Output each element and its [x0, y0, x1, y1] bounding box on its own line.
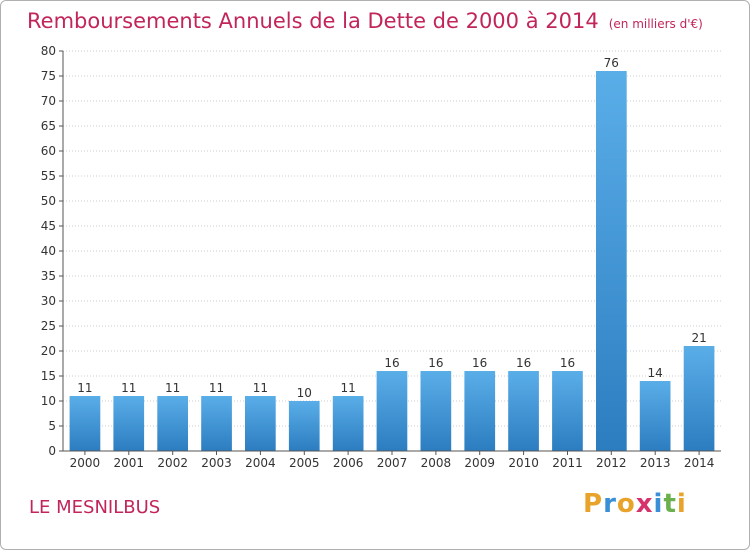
logo-letter: i: [676, 489, 687, 519]
x-tick-label-2010: 2010: [508, 456, 539, 470]
chart-title: Remboursements Annuels de la Dette de 20…: [27, 9, 703, 33]
proxiti-logo: Proxiti: [583, 489, 687, 519]
data-label-2005: 10: [297, 386, 312, 400]
y-tick-label: 30: [41, 294, 56, 308]
data-label-2010: 16: [516, 356, 531, 370]
data-label-2000: 11: [77, 381, 92, 395]
chart-unit-note: (en milliers d'€): [608, 17, 703, 31]
y-tick-label: 20: [41, 344, 56, 358]
data-label-2013: 14: [648, 366, 663, 380]
y-tick-label: 35: [41, 269, 56, 283]
data-label-2009: 16: [472, 356, 487, 370]
bar-2005: [288, 401, 320, 451]
location-name: LE MESNILBUS: [29, 497, 161, 518]
x-tick-label-2005: 2005: [289, 456, 320, 470]
data-label-2012: 76: [604, 56, 619, 70]
logo-letter: o: [616, 489, 636, 519]
bar-2004: [245, 396, 276, 451]
x-tick-label-2000: 2000: [70, 456, 101, 470]
bar-2002: [157, 396, 188, 451]
data-label-2003: 11: [209, 381, 224, 395]
y-tick-label: 75: [41, 69, 56, 83]
y-tick-label: 5: [48, 419, 56, 433]
x-tick-label-2009: 2009: [464, 456, 495, 470]
x-tick-label-2001: 2001: [114, 456, 145, 470]
logo-letter: x: [635, 489, 654, 519]
data-label-2011: 16: [560, 356, 575, 370]
y-tick-label: 45: [41, 219, 56, 233]
x-tick-label-2006: 2006: [333, 456, 364, 470]
x-tick-label-2011: 2011: [552, 456, 583, 470]
bar-2010: [508, 371, 539, 451]
bar-2000: [69, 396, 101, 451]
x-tick-label-2007: 2007: [377, 456, 408, 470]
bar-2011: [552, 371, 583, 451]
data-label-2004: 11: [253, 381, 268, 395]
y-tick-label: 55: [41, 169, 56, 183]
data-label-2007: 16: [384, 356, 399, 370]
bar-2001: [113, 396, 145, 451]
x-tick-label-2013: 2013: [640, 456, 671, 470]
y-tick-label: 10: [41, 394, 56, 408]
x-tick-label-2004: 2004: [245, 456, 276, 470]
y-tick-label: 70: [41, 94, 56, 108]
x-tick-label-2014: 2014: [684, 456, 715, 470]
x-tick-label-2008: 2008: [421, 456, 452, 470]
y-tick-label: 40: [41, 244, 56, 258]
y-tick-label: 60: [41, 144, 56, 158]
x-tick-label-2003: 2003: [201, 456, 232, 470]
bar-2009: [464, 371, 496, 451]
data-label-2006: 11: [340, 381, 355, 395]
x-tick-label-2012: 2012: [596, 456, 627, 470]
y-tick-label: 25: [41, 319, 56, 333]
logo-letter: i: [653, 489, 664, 519]
bar-2006: [332, 396, 364, 451]
logo-letter: r: [603, 489, 617, 519]
bar-2013: [639, 381, 671, 451]
bar-2014: [683, 346, 715, 451]
y-tick-label: 0: [48, 444, 56, 458]
bar-2012: [596, 71, 627, 451]
y-tick-label: 65: [41, 119, 56, 133]
logo-letter: P: [583, 489, 604, 519]
bar-2003: [201, 396, 232, 451]
data-label-2001: 11: [121, 381, 136, 395]
y-tick-label: 15: [41, 369, 56, 383]
bar-2007: [376, 371, 408, 451]
bar-2008: [420, 371, 452, 451]
data-label-2008: 16: [428, 356, 443, 370]
y-tick-label: 50: [41, 194, 56, 208]
chart-title-text: Remboursements Annuels de la Dette de 20…: [27, 9, 599, 33]
data-label-2014: 21: [691, 331, 706, 345]
y-tick-label: 80: [41, 44, 56, 58]
data-label-2002: 11: [165, 381, 180, 395]
x-tick-label-2002: 2002: [157, 456, 188, 470]
logo-letter: t: [663, 489, 677, 519]
